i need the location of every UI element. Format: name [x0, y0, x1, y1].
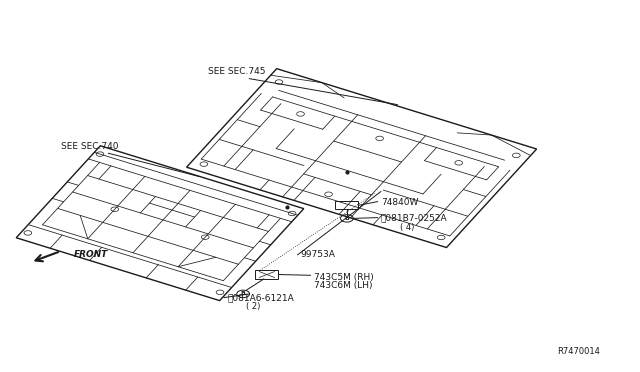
Text: SEE SEC.745: SEE SEC.745 [208, 67, 266, 76]
Text: B: B [344, 216, 349, 221]
Text: Ⓑ081B7-0252A: Ⓑ081B7-0252A [381, 213, 447, 222]
Text: FRONT: FRONT [74, 250, 108, 259]
Text: ( 2): ( 2) [246, 302, 260, 311]
Text: 99753A: 99753A [301, 250, 335, 259]
Text: R7470014: R7470014 [557, 347, 600, 356]
Text: 743C5M (RH): 743C5M (RH) [314, 273, 373, 282]
Text: B: B [241, 291, 246, 296]
Text: SEE SEC.740: SEE SEC.740 [61, 142, 118, 151]
Text: Ⓑ081A6-6121A: Ⓑ081A6-6121A [227, 293, 294, 302]
Text: ( 4): ( 4) [400, 223, 414, 232]
Text: 74840W: 74840W [381, 198, 418, 207]
Text: 743C6M (LH): 743C6M (LH) [314, 281, 372, 290]
